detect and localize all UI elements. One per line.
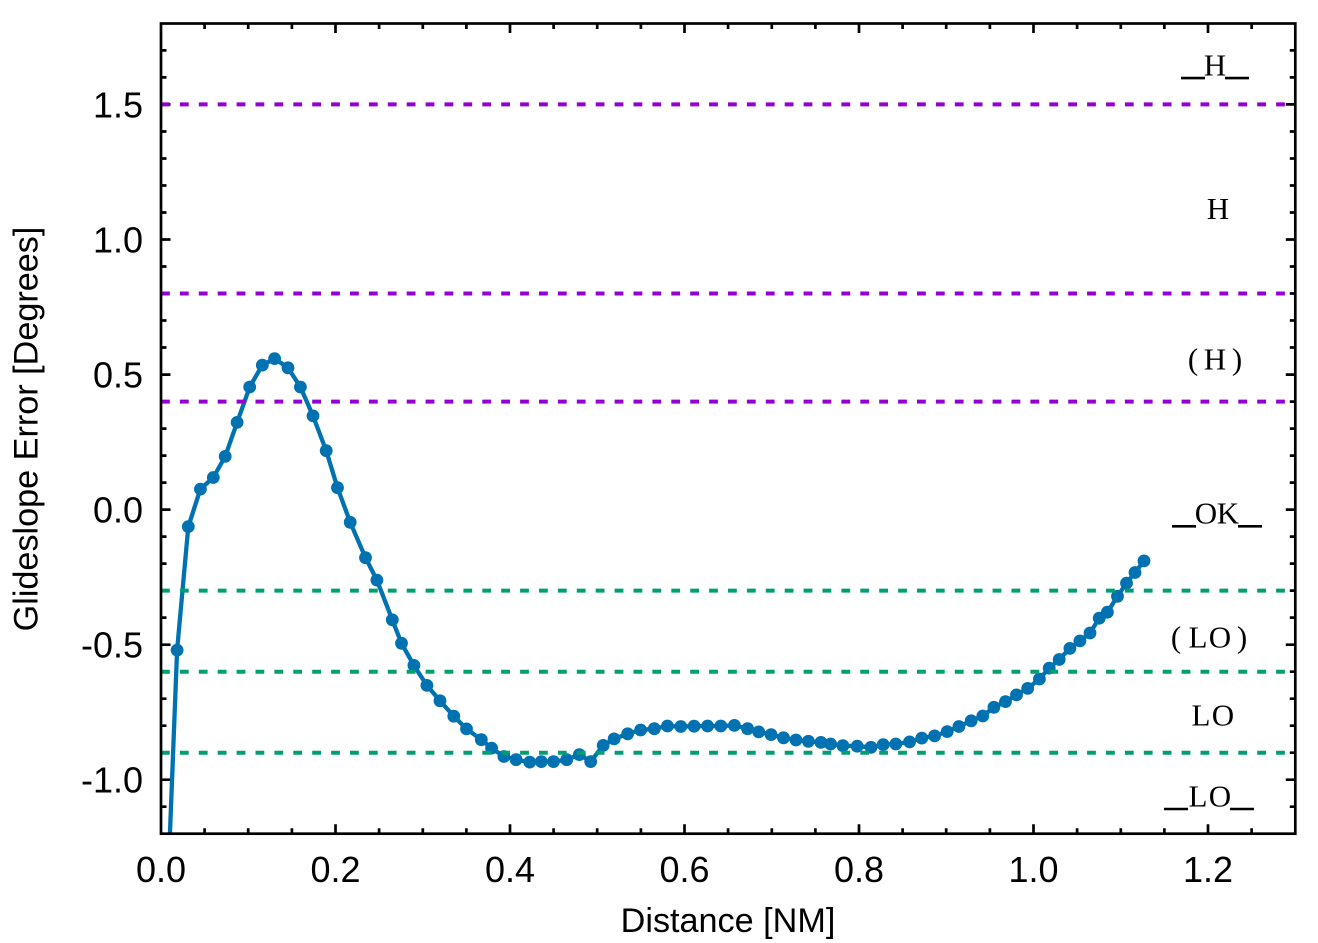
svg-text:0.0: 0.0 — [136, 849, 186, 890]
svg-text:(LO): (LO) — [1171, 619, 1247, 654]
svg-text:0.5: 0.5 — [93, 355, 143, 396]
svg-text:1.0: 1.0 — [93, 220, 143, 261]
svg-text:1.5: 1.5 — [93, 84, 143, 125]
svg-text:0.2: 0.2 — [310, 849, 360, 890]
svg-text:LO: LO — [1192, 698, 1235, 733]
svg-text:1.2: 1.2 — [1183, 849, 1233, 890]
svg-text:0.0: 0.0 — [93, 490, 143, 531]
svg-text:-1.0: -1.0 — [81, 760, 143, 801]
svg-text:Glideslope Error [Degrees]: Glideslope Error [Degrees] — [8, 227, 46, 632]
svg-text:H: H — [1207, 191, 1229, 226]
svg-text:-0.5: -0.5 — [81, 625, 143, 666]
svg-text:OK: OK — [1195, 496, 1240, 531]
svg-text:Distance [NM]: Distance [NM] — [621, 902, 836, 940]
svg-text:0.8: 0.8 — [834, 849, 884, 890]
svg-text:0.6: 0.6 — [659, 849, 709, 890]
svg-text:H: H — [1204, 48, 1226, 83]
svg-text:LO: LO — [1189, 778, 1232, 813]
svg-text:1.0: 1.0 — [1008, 849, 1058, 890]
svg-text:(H): (H) — [1188, 342, 1242, 377]
svg-text:0.4: 0.4 — [485, 849, 535, 890]
